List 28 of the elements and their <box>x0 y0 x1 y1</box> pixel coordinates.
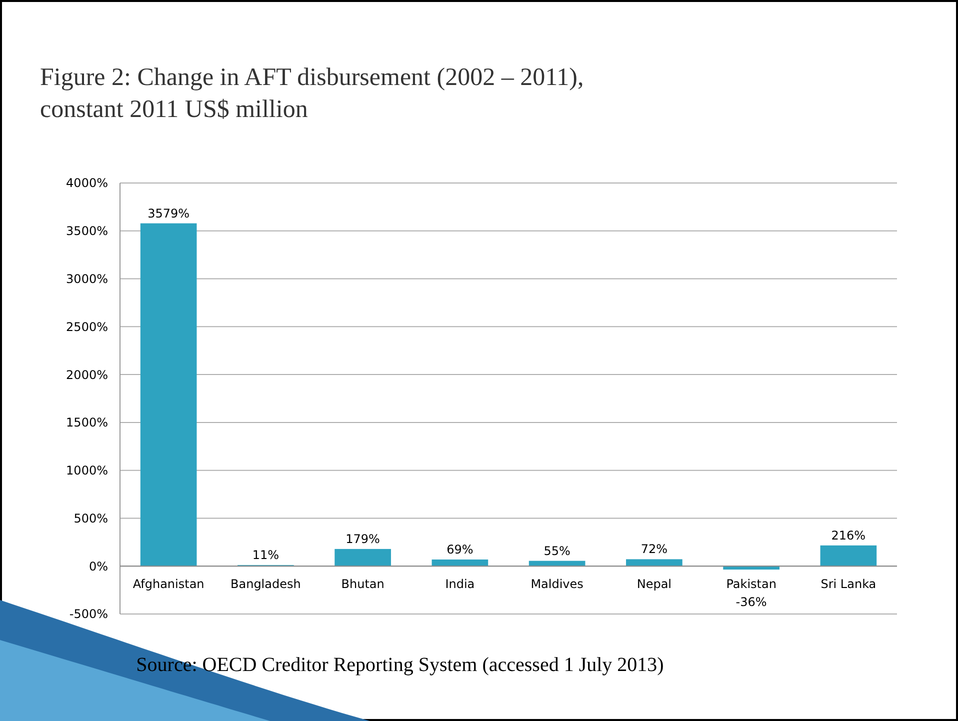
y-tick-label: -500% <box>69 607 108 622</box>
y-tick-label: 4000% <box>66 176 108 190</box>
data-label: -36% <box>736 595 767 610</box>
x-tick-label: Bhutan <box>341 577 384 592</box>
x-tick-label: Sri Lanka <box>820 577 876 592</box>
data-label: 216% <box>831 528 866 542</box>
y-tick-label: 1000% <box>66 464 108 478</box>
y-tick-label: 2500% <box>66 320 108 334</box>
data-label: 11% <box>252 548 280 562</box>
y-tick-label: 1500% <box>66 416 108 430</box>
y-tick-label: 500% <box>74 511 108 526</box>
data-label: 55% <box>544 544 570 558</box>
x-tick-label: Afghanistan <box>132 577 204 592</box>
y-tick-label: 0% <box>88 559 108 574</box>
x-tick-label: Pakistan <box>726 577 776 592</box>
data-label: 69% <box>446 542 474 556</box>
y-tick-label: 2000% <box>66 368 108 382</box>
data-label: 179% <box>346 532 380 546</box>
x-tick-label: Bangladesh <box>230 577 301 592</box>
x-tick-label: India <box>445 577 475 592</box>
x-tick-label: Maldives <box>530 577 584 592</box>
data-label: 3579% <box>148 206 190 220</box>
x-tick-label: Nepal <box>636 577 672 592</box>
source-note: Source: OECD Creditor Reporting System (accessed 1 July 2013) <box>136 654 664 676</box>
data-label: 72% <box>640 542 668 556</box>
y-tick-label: 3500% <box>66 224 108 238</box>
y-tick-label: 3000% <box>66 272 108 286</box>
chart-title: Figure 2: Change in AFT disbursement (2002 – 2011), constant 2011 US$ million <box>40 64 584 123</box>
